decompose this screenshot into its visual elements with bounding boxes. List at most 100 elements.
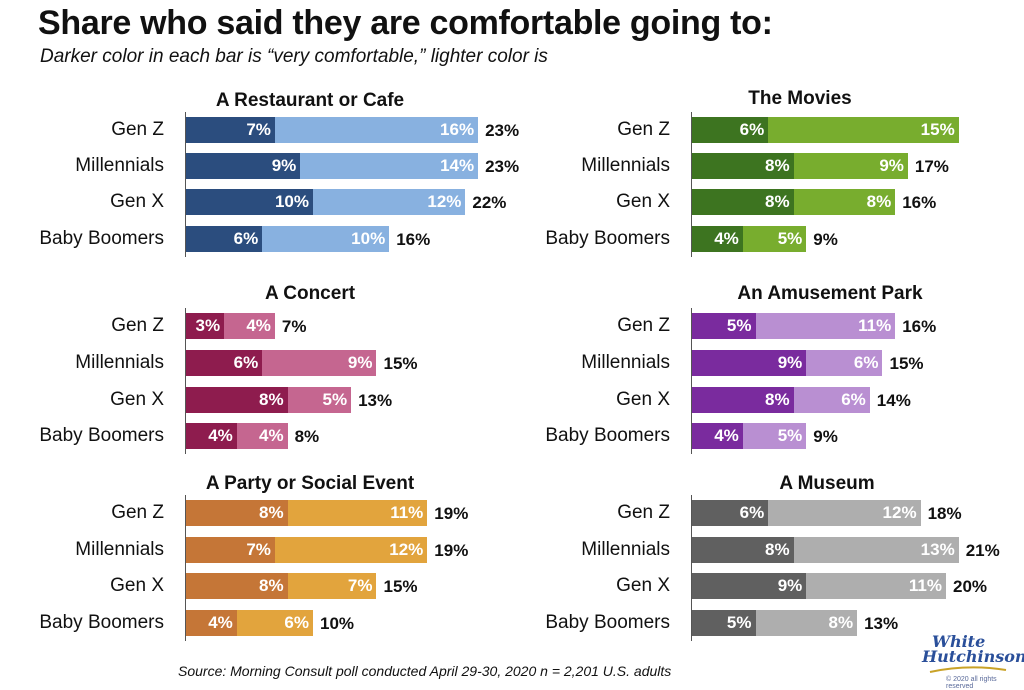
total-label: 23% (485, 157, 520, 176)
bar-very-comfortable: 10% (186, 189, 313, 215)
bar-somewhat-comfortable: 8% (793, 189, 896, 215)
panel-title: A Concert (264, 283, 356, 304)
total-label: 7% (281, 317, 307, 336)
bar-somewhat-comfortable: 6% (236, 610, 313, 636)
category-label: Baby Boomers (39, 228, 164, 249)
bar-somewhat-comfortable: 12% (274, 537, 428, 563)
bar-somewhat-comfortable: 11% (755, 313, 896, 339)
bar-very-comfortable: 4% (692, 226, 743, 252)
total-label: 16% (396, 230, 431, 249)
panel-title: A Restaurant or Cafe (215, 90, 405, 111)
bar-very-comfortable: 8% (692, 153, 794, 179)
bar-somewhat-comfortable: 10% (262, 226, 390, 252)
bar-somewhat-comfortable: 11% (806, 573, 946, 599)
total-label: 15% (383, 577, 418, 596)
panel-title: The Movies (748, 88, 852, 109)
bar-somewhat-comfortable: 6% (806, 350, 883, 376)
category-axis-line (691, 308, 692, 454)
bar-very-comfortable: 3% (186, 313, 225, 339)
chart-title: Share who said they are comfortable goin… (38, 4, 773, 42)
category-label: Gen Z (617, 119, 670, 140)
bar-very-comfortable: 8% (692, 537, 794, 563)
total-label: 15% (383, 354, 418, 373)
category-label: Gen X (616, 191, 670, 212)
bar-somewhat-comfortable: 4% (224, 313, 275, 339)
category-label: Millennials (75, 352, 164, 373)
category-label: Gen X (110, 389, 164, 410)
category-label: Gen X (110, 191, 164, 212)
category-axis-line (691, 495, 692, 641)
bar-very-comfortable: 8% (692, 387, 794, 413)
panel-title: A Museum (779, 473, 875, 494)
logo-copyright: © 2020 all rights reserved (946, 676, 997, 690)
category-label: Gen Z (111, 315, 164, 336)
total-label: 23% (485, 121, 520, 140)
chart-subtitle: Darker color in each bar is “very comfor… (40, 46, 548, 67)
category-label: Gen Z (617, 315, 670, 336)
category-label: Gen X (110, 575, 164, 596)
logo-swoosh-icon (929, 666, 1007, 673)
bar-very-comfortable: 8% (186, 573, 288, 599)
bar-somewhat-comfortable: 5% (287, 387, 352, 413)
category-axis-line (185, 495, 186, 641)
bar-somewhat-comfortable: 14% (300, 153, 479, 179)
total-label: 22% (472, 193, 507, 212)
category-label: Millennials (581, 539, 670, 560)
total-label: 16% (902, 317, 937, 336)
total-label: 19% (434, 504, 469, 523)
category-label: Baby Boomers (39, 425, 164, 446)
bar-somewhat-comfortable: 6% (793, 387, 870, 413)
bar-somewhat-comfortable: 9% (262, 350, 377, 376)
panel-title: A Party or Social Event (205, 473, 415, 494)
total-label: 14% (876, 391, 911, 410)
total-label: 21% (965, 541, 1000, 560)
logo-line-2: Hutchinson (922, 647, 1024, 666)
bar-very-comfortable: 6% (692, 500, 769, 526)
bar-very-comfortable: 9% (692, 573, 807, 599)
source-note: Source: Morning Consult poll conducted A… (178, 663, 672, 679)
total-label: 19% (434, 541, 469, 560)
bar-very-comfortable: 6% (692, 117, 769, 143)
category-label: Baby Boomers (545, 612, 670, 633)
bar-very-comfortable: 6% (186, 226, 263, 252)
bar-somewhat-comfortable: 8% (755, 610, 858, 636)
bar-very-comfortable: 8% (186, 387, 288, 413)
bar-somewhat-comfortable: 5% (742, 226, 807, 252)
total-label: 17% (914, 157, 949, 176)
total-label: 16% (902, 193, 937, 212)
total-label: 10% (320, 614, 355, 633)
bar-somewhat-comfortable: 4% (236, 423, 288, 449)
bar-somewhat-comfortable: 9% (793, 153, 908, 179)
total-label: 13% (358, 391, 393, 410)
bar-somewhat-comfortable: 11% (287, 500, 428, 526)
category-label: Baby Boomers (545, 228, 670, 249)
category-axis-line (185, 308, 186, 454)
white-hutchinson-logo: White Hutchinson © 2020 all rights reser… (918, 632, 1024, 690)
bar-somewhat-comfortable: 16% (274, 117, 479, 143)
category-label: Gen Z (111, 502, 164, 523)
bar-very-comfortable: 4% (692, 423, 743, 449)
category-axis-line (691, 112, 692, 257)
panel-title: An Amusement Park (737, 283, 923, 304)
logo-line-1: White (932, 632, 986, 651)
bar-very-comfortable: 6% (186, 350, 263, 376)
total-label: 20% (953, 577, 988, 596)
bar-somewhat-comfortable: 7% (287, 573, 377, 599)
category-label: Millennials (581, 352, 670, 373)
category-label: Millennials (75, 539, 164, 560)
total-label: 9% (813, 427, 838, 446)
bar-somewhat-comfortable: 5% (742, 423, 807, 449)
category-label: Gen X (616, 389, 670, 410)
bar-very-comfortable: 4% (186, 610, 237, 636)
total-label: 8% (294, 427, 320, 446)
category-label: Millennials (581, 155, 670, 176)
bar-very-comfortable: 7% (186, 117, 275, 143)
bar-very-comfortable: 8% (692, 189, 794, 215)
total-label: 13% (864, 614, 899, 633)
category-label: Baby Boomers (545, 425, 670, 446)
bar-somewhat-comfortable: 12% (768, 500, 921, 526)
bar-very-comfortable: 8% (186, 500, 288, 526)
total-label: 15% (889, 354, 924, 373)
bar-very-comfortable: 5% (692, 610, 756, 636)
category-label: Gen Z (111, 119, 164, 140)
